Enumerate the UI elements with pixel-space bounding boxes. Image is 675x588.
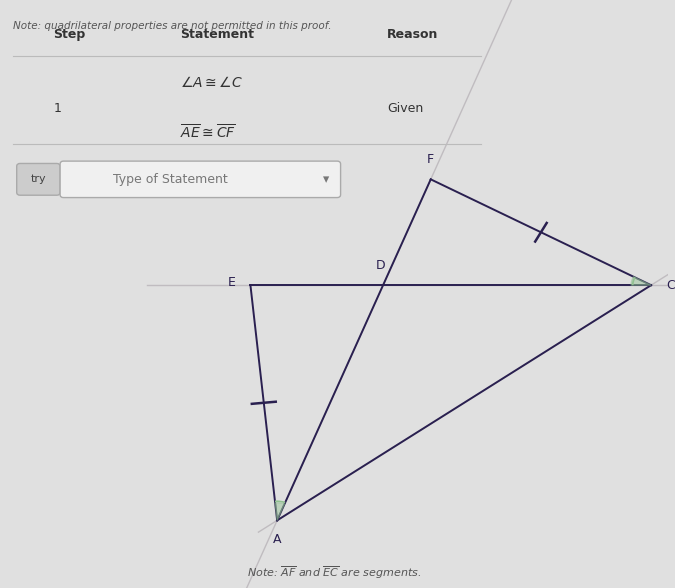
Text: F: F — [427, 153, 434, 166]
Text: Note: $\overline{AF}$ and $\overline{EC}$ are segments.: Note: $\overline{AF}$ and $\overline{EC}… — [247, 564, 421, 581]
Text: $\overline{AE} \cong \overline{CF}$: $\overline{AE} \cong \overline{CF}$ — [180, 123, 236, 142]
Text: D: D — [376, 259, 385, 272]
Text: Note: quadrilateral properties are not permitted in this proof.: Note: quadrilateral properties are not p… — [14, 21, 332, 31]
Text: Step: Step — [53, 28, 86, 41]
Polygon shape — [631, 277, 651, 285]
Polygon shape — [275, 503, 285, 520]
Text: Type of Statement: Type of Statement — [113, 173, 227, 186]
Text: Statement: Statement — [180, 28, 254, 41]
Text: Reason: Reason — [387, 28, 439, 41]
Text: $\angle A \cong \angle C$: $\angle A \cong \angle C$ — [180, 75, 244, 90]
FancyBboxPatch shape — [60, 161, 341, 198]
Text: 1: 1 — [53, 102, 61, 115]
Text: A: A — [273, 533, 281, 546]
Text: ▾: ▾ — [323, 173, 329, 186]
Text: E: E — [228, 276, 236, 289]
Text: Given: Given — [387, 102, 424, 115]
Text: try: try — [30, 174, 46, 185]
Text: C: C — [666, 279, 674, 292]
FancyBboxPatch shape — [17, 163, 60, 195]
